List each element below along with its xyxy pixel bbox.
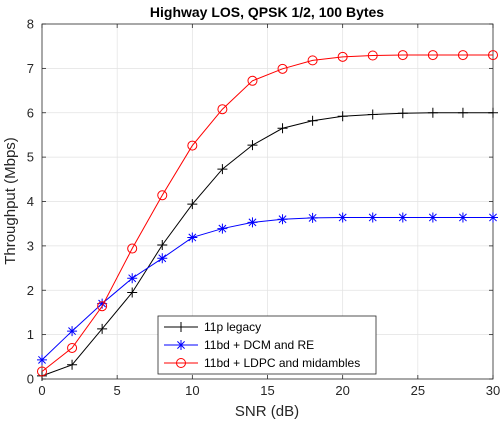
y-tick-label: 2 (27, 283, 34, 298)
x-tick-label: 5 (114, 383, 121, 398)
data-point (127, 287, 138, 298)
data-point (367, 212, 378, 223)
data-point (187, 232, 198, 243)
data-point (488, 50, 498, 61)
chart-title: Highway LOS, QPSK 1/2, 100 Bytes (150, 4, 384, 20)
data-point (127, 273, 138, 284)
series-2 (37, 212, 498, 365)
data-point (97, 298, 108, 309)
series-1 (37, 107, 498, 381)
legend-entry: 11p legacy (164, 320, 261, 334)
data-point (307, 212, 318, 223)
data-point (97, 301, 108, 312)
data-point (127, 243, 138, 254)
data-point (397, 212, 408, 223)
series-layer (37, 50, 498, 381)
data-point (67, 342, 78, 353)
data-point (157, 190, 168, 201)
y-tick-label: 6 (27, 105, 34, 120)
data-point (277, 214, 288, 225)
x-tick-label: 15 (260, 383, 274, 398)
y-tick-label: 4 (27, 194, 34, 209)
data-point (157, 239, 168, 250)
data-point (337, 111, 348, 122)
axis-ticks: 0 5 10 15 20 25 30 0 1 2 3 4 5 6 7 8 (27, 17, 500, 399)
x-tick-label: 25 (411, 383, 425, 398)
data-point (337, 212, 348, 223)
data-point (457, 212, 468, 223)
y-tick-label: 5 (27, 150, 34, 165)
data-point (397, 50, 408, 61)
legend: 11p legacy 11bd + DCM and RE 11bd + LDPC a… (157, 315, 377, 375)
data-point (217, 164, 228, 175)
legend-marker (176, 322, 186, 332)
data-point (217, 104, 228, 115)
legend-marker (176, 358, 186, 368)
series-line (41, 112, 493, 377)
data-point (427, 107, 438, 118)
series-line (41, 216, 493, 361)
legend-label: 11p legacy (204, 320, 261, 334)
y-tick-label: 1 (27, 327, 34, 342)
legend-label: 11bd + LDPC and midambles (204, 356, 360, 370)
data-point (277, 63, 288, 74)
data-point (488, 212, 498, 223)
data-point (367, 50, 378, 61)
data-point (157, 253, 168, 264)
data-point (37, 354, 47, 365)
y-axis-label: Throughput (Mbps) (2, 137, 19, 265)
data-point (217, 223, 228, 234)
data-point (337, 51, 348, 62)
data-point (457, 50, 468, 61)
series-3 (37, 50, 498, 377)
data-point (67, 326, 78, 337)
data-point (307, 55, 318, 66)
x-tick-label: 30 (486, 383, 500, 398)
data-point (37, 366, 47, 377)
data-point (277, 123, 288, 134)
data-point (488, 107, 498, 118)
legend-marker (176, 340, 186, 350)
data-point (247, 75, 258, 86)
data-point (307, 115, 318, 126)
x-tick-label: 10 (185, 383, 199, 398)
data-point (457, 107, 468, 118)
data-point (67, 359, 78, 370)
legend-label: 11bd + DCM and RE (204, 338, 314, 352)
x-axis-label: SNR (dB) (235, 403, 299, 420)
y-tick-label: 3 (27, 238, 34, 253)
legend-entry: 11bd + LDPC and midambles (164, 356, 360, 370)
y-tick-label: 0 (27, 372, 34, 387)
x-tick-label: 20 (335, 383, 349, 398)
data-point (427, 212, 438, 223)
data-point (187, 140, 198, 151)
data-point (427, 50, 438, 61)
x-tick-label: 0 (38, 383, 45, 398)
data-point (247, 217, 258, 228)
legend-entry: 11bd + DCM and RE (164, 338, 314, 352)
data-point (247, 140, 258, 151)
y-tick-label: 8 (27, 17, 34, 32)
series-line (41, 54, 493, 372)
data-point (97, 323, 108, 334)
data-point (397, 108, 408, 119)
y-tick-label: 7 (27, 61, 34, 76)
data-point (367, 109, 378, 120)
data-point (187, 199, 198, 210)
